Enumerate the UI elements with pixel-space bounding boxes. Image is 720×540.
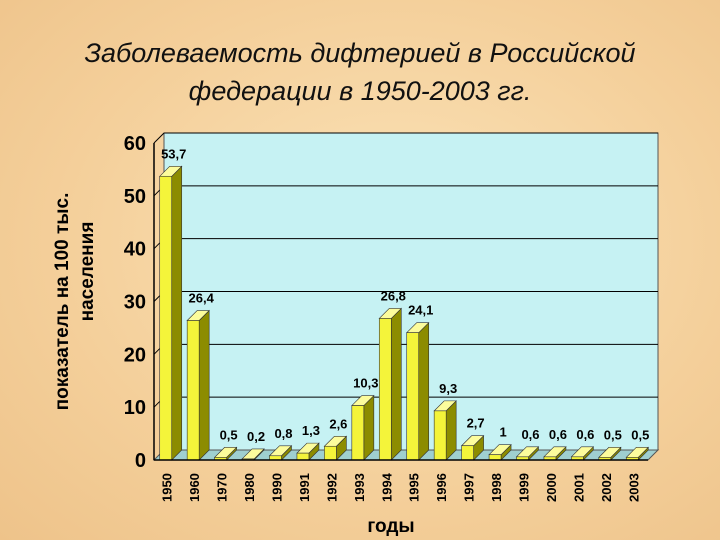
bar <box>543 446 567 461</box>
bar-side <box>198 309 210 461</box>
bar-front <box>406 332 420 461</box>
bars <box>158 165 650 461</box>
x-tick-label: 1970 <box>215 473 230 502</box>
y-tick-label: 30 <box>124 292 146 314</box>
x-tick-label: 1992 <box>324 473 339 502</box>
y-tick-label: 10 <box>124 397 146 419</box>
x-tick-label: 2000 <box>544 473 559 502</box>
data-label: 10,3 <box>353 376 378 391</box>
data-label: 1 <box>499 425 506 440</box>
bar <box>323 435 348 461</box>
data-label: 24,1 <box>408 303 433 318</box>
bar <box>570 446 595 461</box>
chart-title-line-1: Заболеваемость дифтерией в Российской <box>84 38 636 68</box>
bar <box>268 445 293 461</box>
bar-side <box>390 307 402 461</box>
x-tick-label: 1993 <box>352 473 367 502</box>
bar <box>433 400 457 461</box>
x-tick-label: 1960 <box>187 473 202 502</box>
bar <box>405 321 430 461</box>
bar <box>488 443 512 461</box>
bar <box>378 307 403 461</box>
bar-side <box>171 165 183 461</box>
chart-title-line-2: федерации в 1950-2003 гг. <box>188 76 532 106</box>
bar-front <box>378 318 392 461</box>
y-tick-label: 0 <box>135 450 146 472</box>
data-label: 0,5 <box>631 427 649 442</box>
y-tick-label: 50 <box>124 186 146 208</box>
y-tick-label: 60 <box>124 133 146 155</box>
bar <box>598 446 622 461</box>
data-label: 9,3 <box>439 381 457 396</box>
bar <box>158 165 183 461</box>
data-label: 0,5 <box>220 427 238 442</box>
bar-side <box>363 394 375 461</box>
x-tick-label: 2001 <box>571 473 586 502</box>
x-tick-label: 1991 <box>297 473 312 502</box>
data-label: 0,6 <box>549 427 567 442</box>
x-tick-label: 2003 <box>626 473 641 502</box>
bar <box>460 435 485 461</box>
x-tick-label: 1997 <box>462 473 477 502</box>
x-axis-title: годы <box>367 516 414 537</box>
data-label: 0,6 <box>521 427 539 442</box>
x-tick-label: 1980 <box>242 473 257 502</box>
x-tick-label: 1994 <box>379 472 394 502</box>
x-tick-label: 1950 <box>160 473 175 502</box>
y-tick-label: 20 <box>124 344 146 366</box>
y-axis-title-line-1: показатель на 100 тыс. <box>52 193 73 411</box>
x-tick-label: 1998 <box>489 473 504 502</box>
bar-front <box>159 175 173 461</box>
bar <box>351 394 375 461</box>
bar-front <box>488 454 502 461</box>
data-label: 26,8 <box>381 288 406 303</box>
bar <box>515 446 540 461</box>
x-tick-label: 1999 <box>517 473 532 502</box>
bar-side <box>418 321 430 461</box>
bar-front <box>351 405 365 461</box>
data-label: 0,5 <box>604 427 622 442</box>
bar <box>296 442 320 461</box>
data-label: 0,6 <box>576 427 594 442</box>
x-tick-label: 2002 <box>599 473 614 502</box>
bar-front <box>186 320 200 461</box>
data-label: 26,4 <box>189 291 215 306</box>
x-tick-label: 1996 <box>434 473 449 502</box>
data-label: 0,2 <box>247 429 265 444</box>
bar-front <box>324 445 337 461</box>
data-label: 53,7 <box>161 146 186 161</box>
bar-front <box>461 445 474 461</box>
data-label: 1,3 <box>302 423 320 438</box>
x-tick-label: 1990 <box>270 473 285 502</box>
y-axis-title-line-2: населения <box>77 222 98 322</box>
axes: 0 10 20 30 40 50 60 1950 1960 1970 1980 1990 1991 199… <box>52 133 648 537</box>
bar <box>625 446 650 461</box>
data-labels: 53,7 26,4 0,5 0,2 0,8 1,3 2,6 10,3 26,824,1 9,3 2,… <box>161 146 649 444</box>
data-label: 2,6 <box>329 416 347 431</box>
data-label: 2,7 <box>467 416 485 431</box>
gridline-y-depth <box>153 132 165 144</box>
bar-front <box>296 452 310 461</box>
bar <box>186 309 210 461</box>
y-tick-label: 40 <box>124 239 146 261</box>
plot-area <box>152 132 660 461</box>
bar-front <box>433 410 447 461</box>
x-tick-label: 1995 <box>407 473 422 502</box>
data-label: 0,8 <box>274 426 292 441</box>
chart-title: Заболеваемость дифтерией в Российской фе… <box>0 34 720 110</box>
